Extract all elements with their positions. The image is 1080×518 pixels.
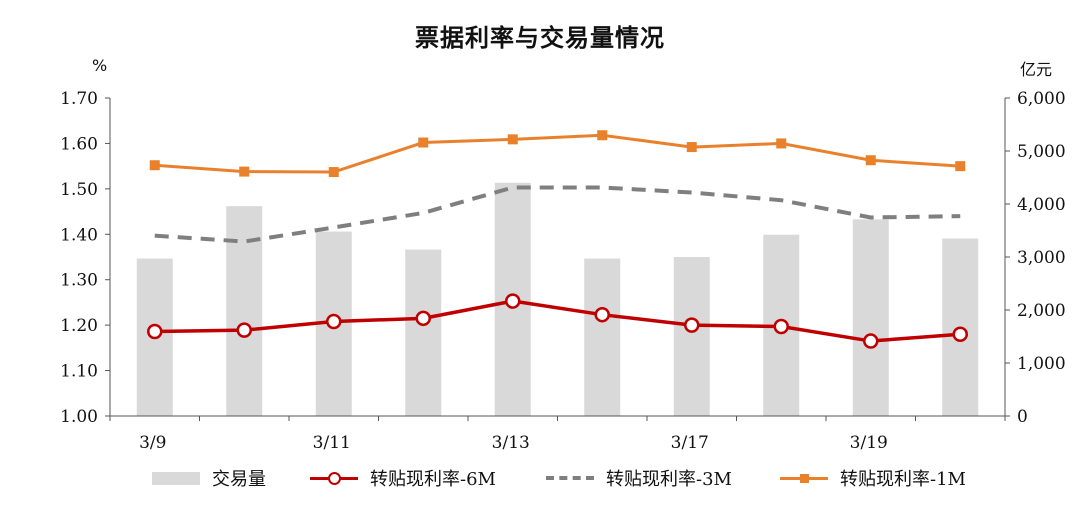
right-tick-label: 6,000: [1017, 89, 1066, 109]
left-axis-unit: %: [92, 56, 108, 75]
left-tick-label: 1.00: [60, 407, 98, 427]
line-6m: [154, 299, 961, 343]
legend-dashed-swatch: [546, 466, 594, 490]
left-tick-label: 1.20: [60, 316, 98, 336]
marker-1m: [149, 160, 160, 171]
volume-bar: [852, 219, 889, 416]
marker-1m: [776, 138, 787, 149]
line-3m: [154, 185, 961, 244]
marker-6m: [594, 306, 610, 323]
marker-6m: [147, 323, 163, 340]
x-tick-label: 3/9: [139, 433, 166, 453]
legend-bar-swatch: [152, 466, 200, 490]
marker-6m: [773, 318, 789, 335]
legend-item-6m: 转贴现利率-6M: [310, 460, 496, 496]
legend-item-volume: 交易量: [152, 460, 266, 496]
volume-bar: [584, 258, 621, 416]
marker-6m: [236, 322, 252, 338]
x-tick-label: 3/13: [492, 433, 530, 453]
legend-label-1m: 转贴现利率-1M: [840, 469, 966, 490]
marker-6m: [326, 313, 342, 330]
marker-1m: [507, 134, 518, 145]
legend: 交易量 转贴现利率-6M 转贴现利率-3M 转贴现利率-1M: [0, 460, 1080, 496]
right-tick-label: 5,000: [1017, 142, 1066, 162]
marker-6m: [684, 317, 700, 333]
marker-6m: [415, 310, 431, 327]
marker-1m: [597, 130, 608, 141]
legend-label-6m: 转贴现利率-6M: [370, 469, 496, 490]
volume-bar: [405, 249, 442, 416]
x-tick-label: 3/19: [850, 433, 888, 453]
x-tick-label: 3/17: [671, 433, 709, 453]
marker-1m: [239, 166, 250, 177]
marker-1m: [418, 137, 429, 148]
right-tick-label: 4,000: [1017, 195, 1066, 215]
marker-1m: [955, 161, 966, 172]
left-tick-label: 1.30: [60, 271, 98, 291]
left-tick-label: 1.60: [60, 134, 98, 154]
x-tick-label: 3/11: [313, 433, 351, 453]
marker-6m: [952, 326, 968, 342]
legend-item-3m: 转贴现利率-3M: [546, 460, 732, 496]
right-tick-label: 0: [1017, 407, 1028, 427]
right-tick-label: 2,000: [1017, 301, 1066, 321]
legend-label-3m: 转贴现利率-3M: [606, 469, 732, 490]
right-tick-label: 1,000: [1017, 354, 1066, 374]
right-tick-label: 3,000: [1017, 248, 1066, 268]
marker-6m: [863, 333, 879, 349]
left-tick-label: 1.40: [60, 225, 98, 245]
legend-item-1m: 转贴现利率-1M: [780, 460, 966, 496]
right-axis-unit: 亿元: [1020, 60, 1053, 79]
marker-1m: [328, 167, 339, 178]
marker-1m: [686, 142, 697, 153]
marker-1m: [865, 155, 876, 166]
line-1m: [154, 133, 961, 174]
marker-6m: [505, 293, 521, 309]
volume-bar: [673, 257, 710, 416]
left-tick-label: 1.10: [60, 362, 98, 382]
legend-line-square-swatch: [780, 466, 828, 490]
left-tick-label: 1.70: [60, 89, 98, 109]
left-tick-label: 1.50: [60, 180, 98, 200]
legend-label-volume: 交易量: [212, 469, 266, 490]
chart-title: 票据利率与交易量情况: [415, 24, 665, 52]
legend-line-circle-swatch: [310, 466, 358, 490]
